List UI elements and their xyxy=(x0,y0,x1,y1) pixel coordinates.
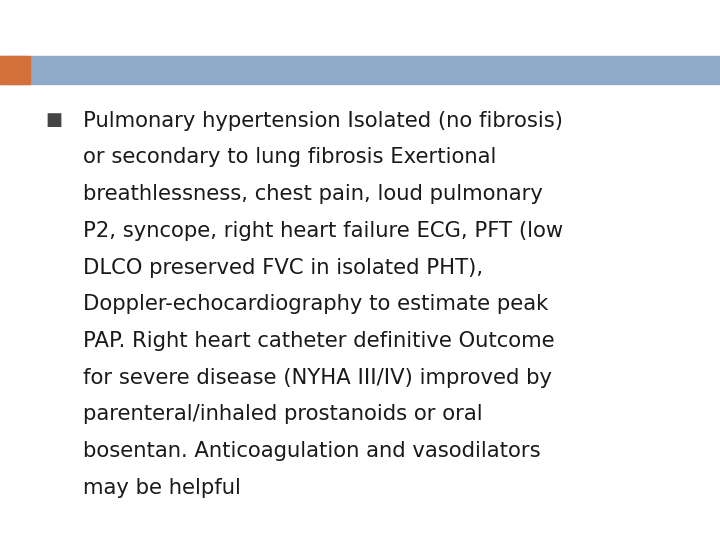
Text: P2, syncope, right heart failure ECG, PFT (low: P2, syncope, right heart failure ECG, PF… xyxy=(83,221,563,241)
Text: parenteral/inhaled prostanoids or oral: parenteral/inhaled prostanoids or oral xyxy=(83,404,482,424)
Text: Doppler-echocardiography to estimate peak: Doppler-echocardiography to estimate pea… xyxy=(83,294,548,314)
Text: for severe disease (NYHA III/IV) improved by: for severe disease (NYHA III/IV) improve… xyxy=(83,368,552,388)
Text: ■: ■ xyxy=(45,111,63,129)
Text: PAP. Right heart catheter definitive Outcome: PAP. Right heart catheter definitive Out… xyxy=(83,331,554,351)
Text: bosentan. Anticoagulation and vasodilators: bosentan. Anticoagulation and vasodilato… xyxy=(83,441,541,461)
Bar xyxy=(0,56,720,84)
Text: Pulmonary hypertension Isolated (no fibrosis): Pulmonary hypertension Isolated (no fibr… xyxy=(83,111,563,131)
Text: or secondary to lung fibrosis Exertional: or secondary to lung fibrosis Exertional xyxy=(83,147,496,167)
Text: breathlessness, chest pain, loud pulmonary: breathlessness, chest pain, loud pulmona… xyxy=(83,184,543,204)
Text: may be helpful: may be helpful xyxy=(83,478,240,498)
Bar xyxy=(0,56,30,84)
Text: DLCO preserved FVC in isolated PHT),: DLCO preserved FVC in isolated PHT), xyxy=(83,258,483,278)
